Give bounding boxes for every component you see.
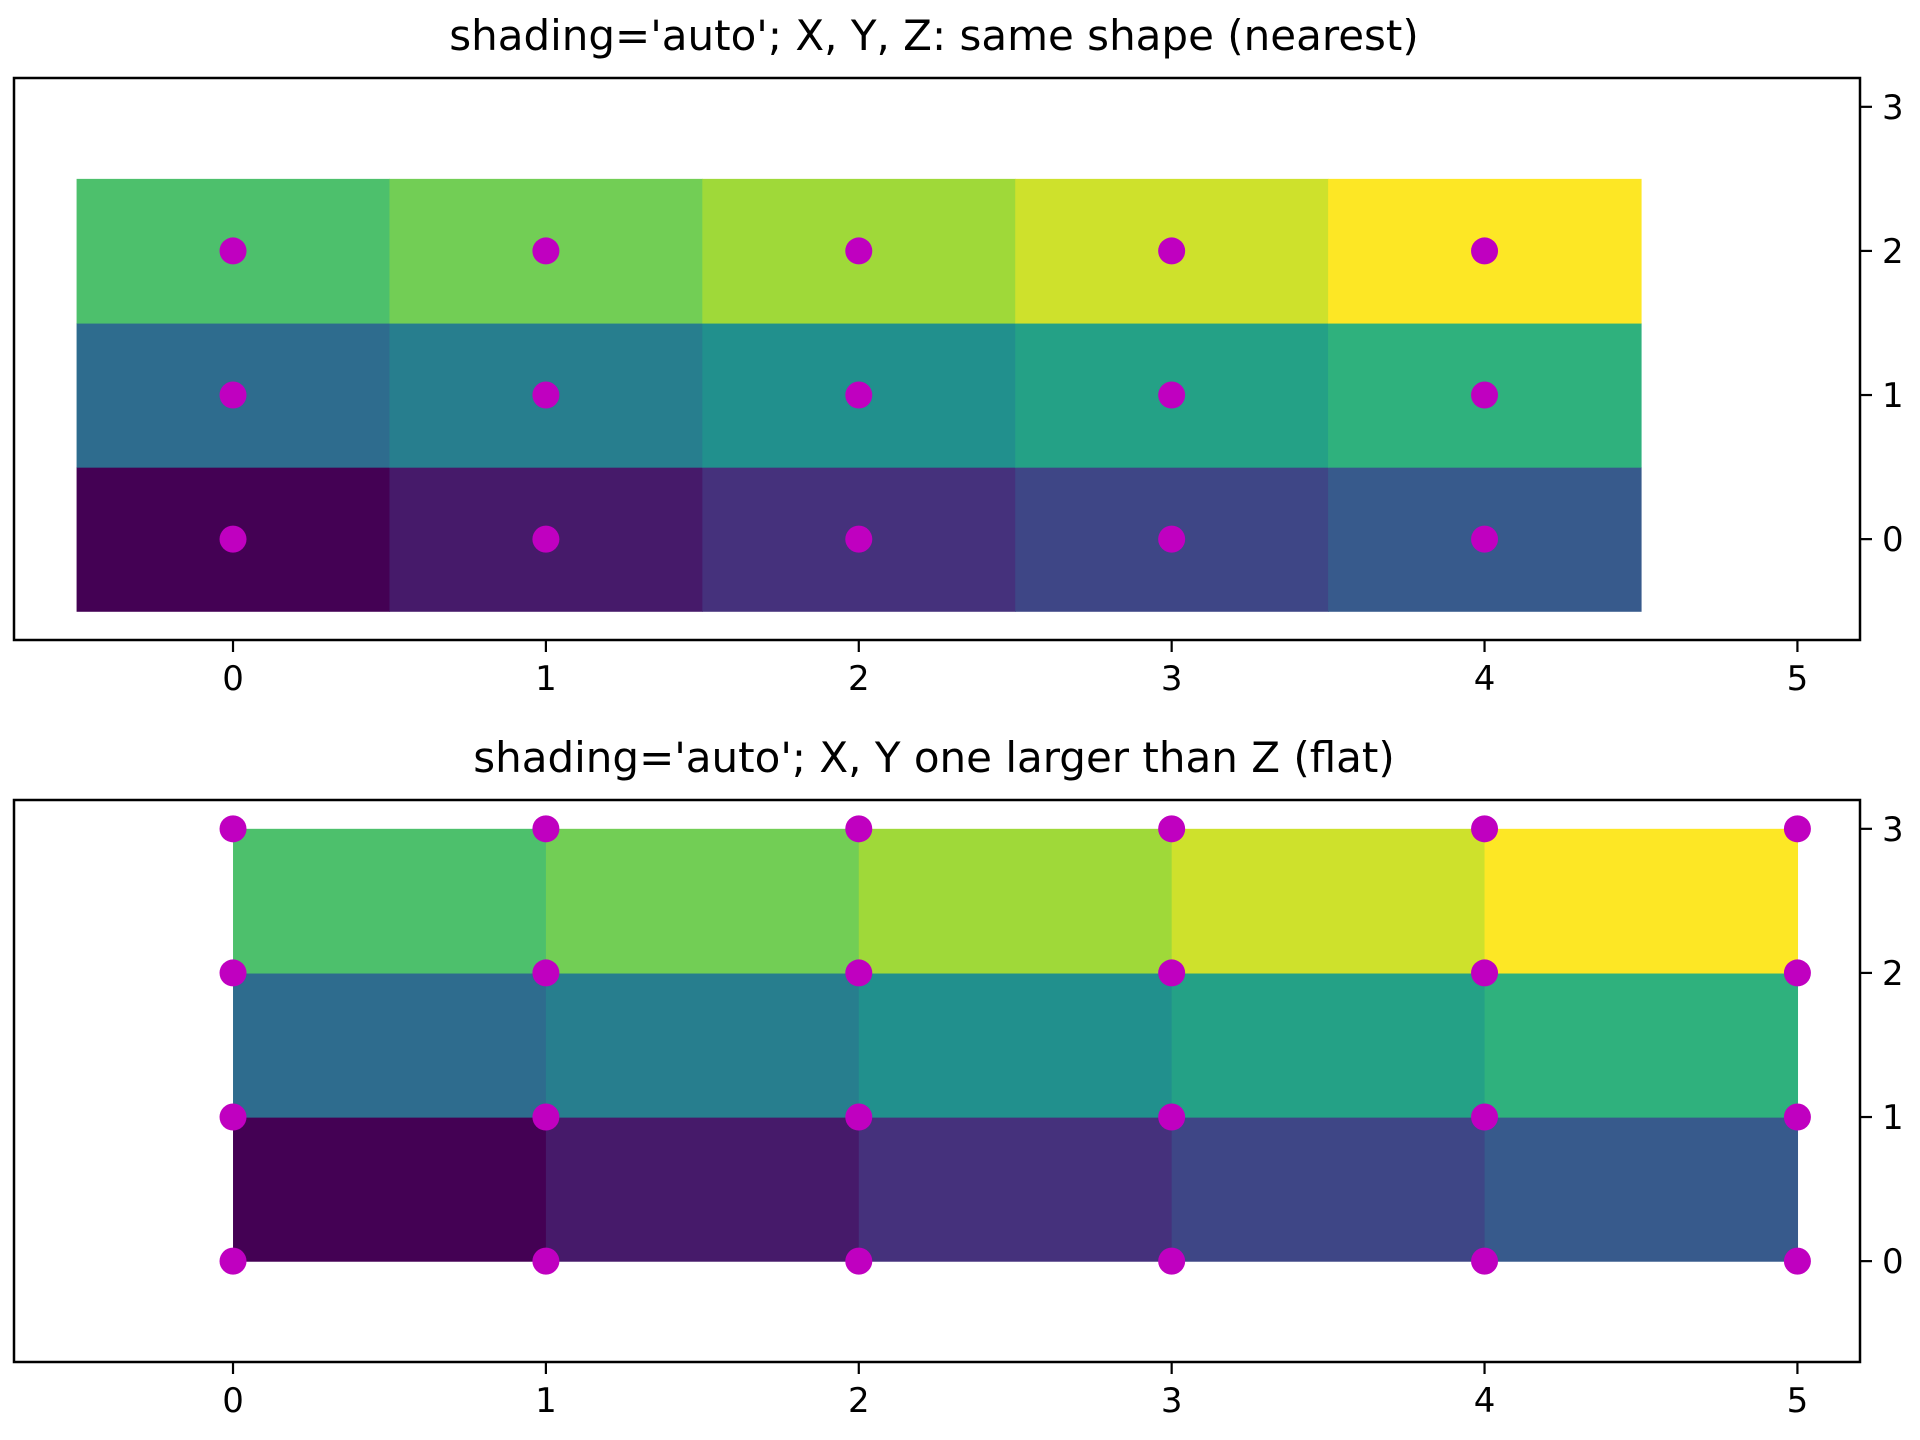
heatmap-cell xyxy=(1171,972,1486,1118)
data-point xyxy=(1471,1103,1499,1131)
x-tick-label: 2 xyxy=(848,1381,870,1421)
marker-points xyxy=(219,237,1499,553)
y-tick-label: 1 xyxy=(1882,1098,1904,1138)
y-tick-label: 0 xyxy=(1882,520,1904,560)
data-point xyxy=(219,1103,247,1131)
marker-points xyxy=(219,815,1811,1275)
chart-flat-shading: shading='auto'; X, Y one larger than Z (… xyxy=(12,733,1904,1421)
data-point xyxy=(1471,381,1499,409)
y-tick-label: 3 xyxy=(1882,88,1904,128)
data-point xyxy=(1783,1103,1811,1131)
x-tick-label: 2 xyxy=(848,659,870,699)
x-tick-label: 0 xyxy=(222,1381,244,1421)
heatmap-cells xyxy=(233,828,1799,1262)
data-point xyxy=(532,525,560,553)
x-tick-label: 4 xyxy=(1474,659,1496,699)
data-point xyxy=(219,959,247,987)
data-point xyxy=(219,381,247,409)
chart-nearest-shading: shading='auto'; X, Y, Z: same shape (nea… xyxy=(12,11,1904,699)
data-point xyxy=(1471,1247,1499,1275)
data-point xyxy=(1158,815,1186,843)
data-point xyxy=(1158,525,1186,553)
plot-frame xyxy=(12,76,1862,642)
y-tick-label: 3 xyxy=(1882,810,1904,850)
x-tick-label: 3 xyxy=(1161,659,1183,699)
heatmap-cell xyxy=(1484,1117,1799,1262)
y-tick-label: 1 xyxy=(1882,376,1904,416)
heatmap-cell xyxy=(858,972,1173,1118)
data-point xyxy=(845,381,873,409)
data-point xyxy=(1471,959,1499,987)
data-point xyxy=(1158,381,1186,409)
heatmap-cell xyxy=(233,972,547,1118)
data-point xyxy=(532,815,560,843)
data-point xyxy=(1471,525,1499,553)
data-point xyxy=(1783,815,1811,843)
heatmap-cell xyxy=(545,1117,860,1262)
x-tick-label: 4 xyxy=(1474,1381,1496,1421)
data-point xyxy=(219,237,247,265)
x-tick-label: 5 xyxy=(1787,659,1809,699)
heatmap-cell xyxy=(1171,1117,1486,1262)
data-point xyxy=(532,1247,560,1275)
data-point xyxy=(1158,959,1186,987)
data-point xyxy=(845,959,873,987)
data-point xyxy=(1158,1103,1186,1131)
chart-title: shading='auto'; X, Y one larger than Z (… xyxy=(473,733,1395,782)
data-point xyxy=(845,525,873,553)
data-point xyxy=(532,237,560,265)
heatmap-cell xyxy=(858,828,1173,974)
data-point xyxy=(1158,237,1186,265)
y-tick-label: 2 xyxy=(1882,232,1904,272)
x-tick-label: 5 xyxy=(1787,1381,1809,1421)
data-point xyxy=(1158,1247,1186,1275)
y-tick-label: 0 xyxy=(1882,1242,1904,1282)
x-tick-label: 0 xyxy=(222,659,244,699)
data-point xyxy=(845,1103,873,1131)
data-point xyxy=(532,381,560,409)
data-point xyxy=(845,237,873,265)
data-point xyxy=(1783,1247,1811,1275)
heatmap-cell xyxy=(1484,972,1799,1118)
heatmap-cell xyxy=(545,972,860,1118)
data-point xyxy=(219,815,247,843)
chart-title: shading='auto'; X, Y, Z: same shape (nea… xyxy=(449,11,1419,60)
x-tick-label: 3 xyxy=(1161,1381,1183,1421)
heatmap-cell xyxy=(858,1117,1173,1262)
data-point xyxy=(1471,237,1499,265)
data-point xyxy=(845,1247,873,1275)
y-tick-label: 2 xyxy=(1882,954,1904,994)
data-point xyxy=(532,1103,560,1131)
heatmap-cell xyxy=(1171,828,1486,974)
data-point xyxy=(1783,959,1811,987)
heatmap-cell xyxy=(233,828,547,974)
plot-frame xyxy=(12,798,1862,1364)
heatmap-cell xyxy=(545,828,860,974)
x-tick-label: 1 xyxy=(535,659,557,699)
data-point xyxy=(532,959,560,987)
data-point xyxy=(1471,815,1499,843)
data-point xyxy=(219,525,247,553)
heatmap-cell xyxy=(1484,828,1799,974)
x-tick-label: 1 xyxy=(535,1381,557,1421)
data-point xyxy=(219,1247,247,1275)
heatmap-cell xyxy=(233,1117,547,1262)
data-point xyxy=(845,815,873,843)
